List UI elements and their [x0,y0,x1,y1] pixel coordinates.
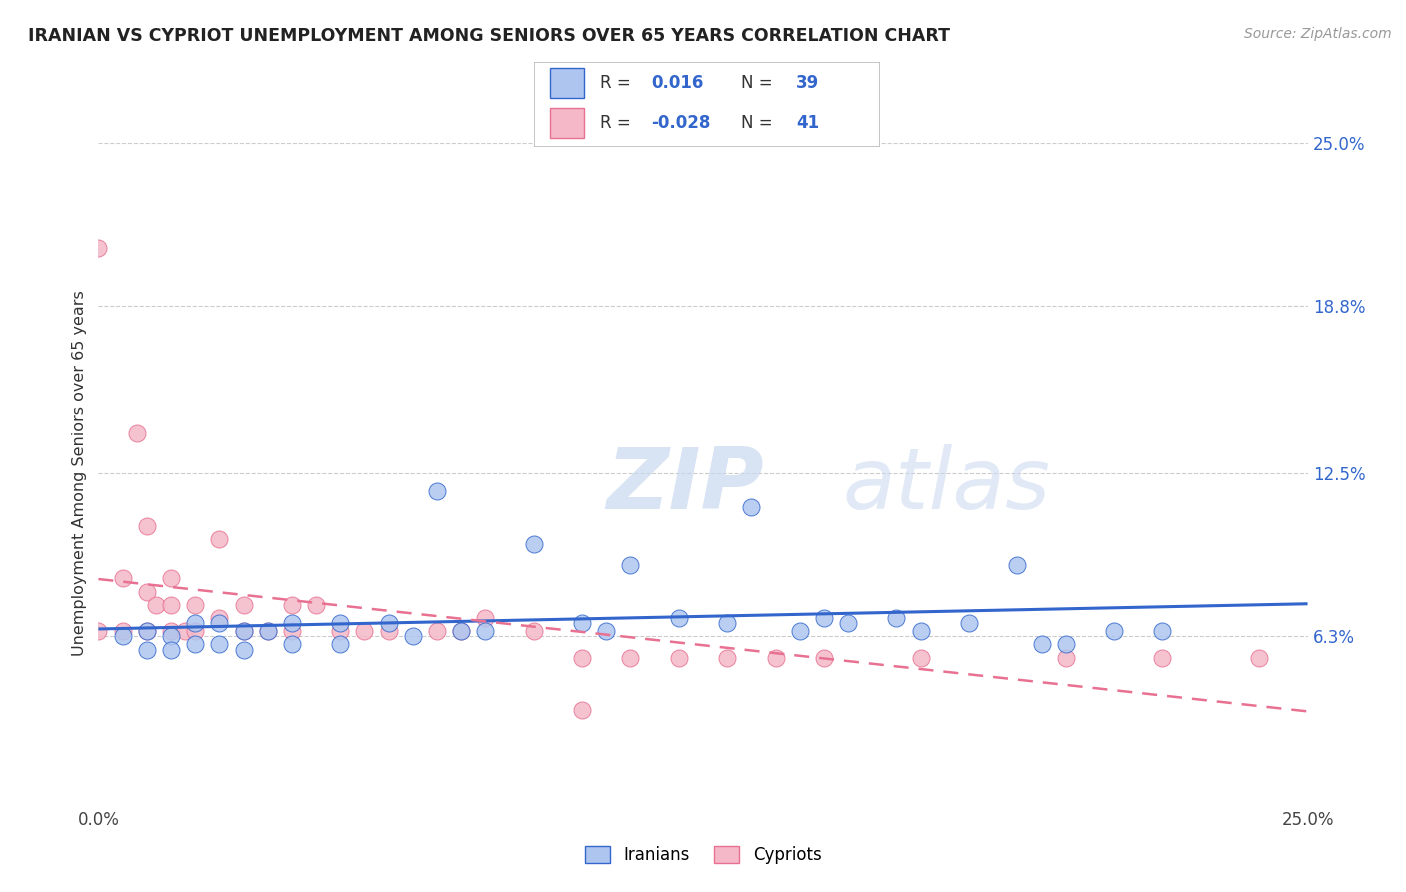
Point [184,616,207,631]
Point [232,642,254,657]
Point [1249,650,1271,665]
Point [957,616,980,631]
Text: N =: N = [741,114,778,132]
Point [111,571,134,585]
Point [111,624,134,639]
Point [329,616,352,631]
Point [127,426,149,441]
Point [813,611,835,625]
Point [208,616,231,631]
Point [716,650,738,665]
Text: R =: R = [600,74,636,93]
Point [571,616,593,631]
Point [160,624,183,639]
Point [184,637,207,651]
Point [474,611,496,625]
Point [668,611,690,625]
Point [160,598,183,612]
Point [740,500,762,514]
Point [668,650,690,665]
Point [402,630,425,644]
Text: Source: ZipAtlas.com: Source: ZipAtlas.com [1244,27,1392,41]
Point [595,624,617,639]
Point [1054,637,1077,651]
Text: -0.028: -0.028 [651,114,711,132]
Point [450,624,472,639]
Bar [550,69,585,98]
Point [135,624,157,639]
Point [789,624,811,639]
Point [571,703,593,717]
Text: R =: R = [600,114,636,132]
Point [450,624,472,639]
Point [619,558,641,573]
Point [716,616,738,631]
Point [208,532,231,546]
Point [305,598,328,612]
Point [208,611,231,625]
Point [174,624,197,639]
Point [377,624,399,639]
Point [765,650,787,665]
Point [281,637,304,651]
Point [474,624,496,639]
Point [135,584,157,599]
Point [523,624,546,639]
Point [232,598,254,612]
Point [160,642,183,657]
Legend: Iranians, Cypriots: Iranians, Cypriots [578,838,828,871]
Point [87,624,110,639]
Point [281,624,304,639]
Text: 39: 39 [796,74,820,93]
Point [281,598,304,612]
Text: N =: N = [741,74,778,93]
Point [232,624,254,639]
Text: atlas: atlas [842,444,1050,527]
Y-axis label: Unemployment Among Seniors over 65 years: Unemployment Among Seniors over 65 years [72,290,87,656]
Point [145,598,167,612]
Point [377,616,399,631]
Point [135,518,157,533]
Text: ZIP: ZIP [606,444,763,527]
Text: IRANIAN VS CYPRIOT UNEMPLOYMENT AMONG SENIORS OVER 65 YEARS CORRELATION CHART: IRANIAN VS CYPRIOT UNEMPLOYMENT AMONG SE… [28,27,950,45]
Point [329,624,352,639]
Text: 0.016: 0.016 [651,74,704,93]
Point [135,624,157,639]
Point [910,650,932,665]
Point [184,598,207,612]
Point [1152,650,1174,665]
Point [353,624,375,639]
Point [232,624,254,639]
Point [910,624,932,639]
Point [1054,650,1077,665]
Point [1152,624,1174,639]
Point [160,571,183,585]
Point [256,624,278,639]
Point [619,650,641,665]
Point [426,484,449,499]
Point [886,611,908,625]
Point [1031,637,1053,651]
Point [1102,624,1125,639]
Point [523,537,546,551]
Point [571,650,593,665]
Point [426,624,449,639]
Point [256,624,278,639]
Point [160,630,183,644]
Point [87,241,110,255]
Point [813,650,835,665]
Point [208,637,231,651]
Point [135,642,157,657]
Text: 41: 41 [796,114,820,132]
Point [329,637,352,651]
Point [1007,558,1029,573]
Point [111,630,134,644]
Point [281,616,304,631]
Point [184,624,207,639]
Bar [550,108,585,138]
Point [837,616,859,631]
